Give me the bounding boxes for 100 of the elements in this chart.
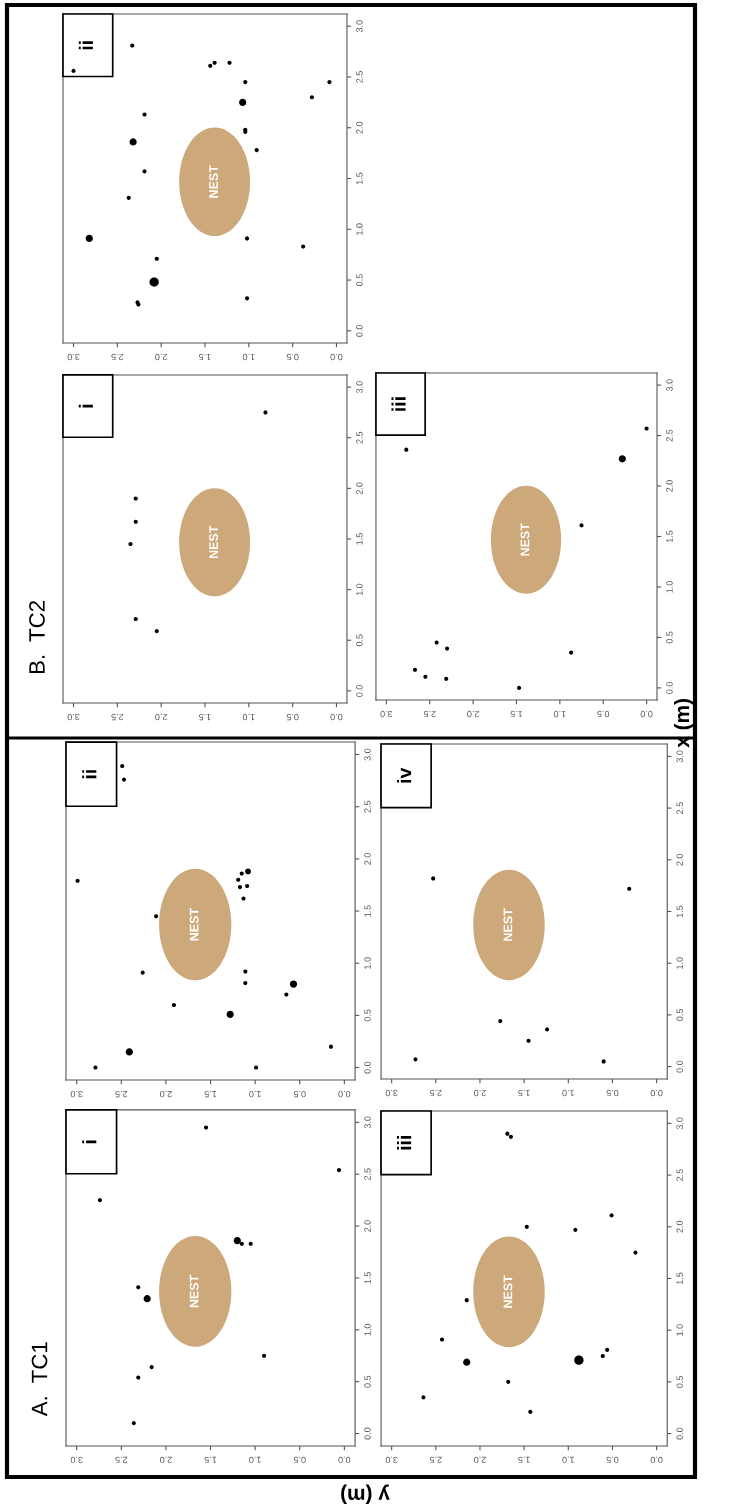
point: [133, 519, 138, 524]
text: B. TC2: [29, 601, 45, 674]
y-tick-label: 2.5: [364, 800, 371, 813]
annotation: NEST: [503, 908, 513, 941]
y-tick-label: 3.0: [666, 379, 673, 392]
y-tick-label: 0.5: [364, 1375, 371, 1388]
y-tick-label: 1.5: [676, 905, 683, 918]
y-tick-label: 2.5: [356, 71, 363, 83]
x-tick-label: 2.0: [467, 710, 479, 718]
y-tick-label: 2.0: [364, 852, 371, 865]
annotation: NEST: [189, 908, 199, 941]
point: [154, 629, 159, 634]
x-tick-label: 3.0: [67, 353, 80, 361]
x-tick-label: 2.0: [474, 1089, 486, 1097]
x-tick-label: 2.5: [429, 1089, 442, 1097]
x-tick-label: 1.0: [242, 713, 255, 721]
point: [545, 1027, 550, 1032]
y-tick-label: 2.0: [676, 1220, 683, 1233]
x-tick-label: 0.5: [293, 1456, 306, 1464]
y-tick-label: 0.5: [666, 631, 673, 644]
text: A. TC1: [31, 1342, 48, 1417]
y-tick-label: 3.0: [356, 20, 363, 33]
x-tick-label: 0.5: [606, 1089, 619, 1097]
x-tick-label: 3.0: [385, 1089, 398, 1097]
x-tick-label: 1.0: [562, 1089, 574, 1097]
x-tick-label: 0.5: [597, 710, 610, 718]
x-tick-label: 1.5: [510, 710, 523, 718]
x-tick-label: 2.0: [160, 1090, 172, 1098]
y-tick-label: 1.5: [356, 533, 363, 545]
x-tick-label: 2.5: [115, 1456, 128, 1464]
y-tick-label: 0.0: [666, 681, 673, 694]
text: iii: [397, 1136, 412, 1150]
x-tick-label: 0.0: [650, 1456, 663, 1464]
x-tick-label: 0.0: [330, 353, 343, 361]
y-tick-label: 3.0: [676, 750, 683, 763]
text: ii: [82, 770, 97, 779]
x-tick-label: 3.0: [70, 1090, 83, 1098]
x-tick-label: 1.5: [204, 1090, 217, 1098]
point: [128, 541, 133, 547]
x-tick-label: 1.5: [199, 353, 211, 361]
y-tick-label: 1.0: [364, 1323, 371, 1336]
y-tick-label: 3.0: [676, 1117, 683, 1130]
y-tick-label: 0.5: [364, 1009, 371, 1022]
x-tick-label: 1.5: [518, 1089, 530, 1097]
y-tick-label: 0.5: [356, 274, 363, 286]
text: iv: [397, 767, 412, 783]
x-tick-label: 2.5: [115, 1090, 128, 1098]
x-tick-label: 0.0: [650, 1089, 663, 1097]
x-tick-label: 1.0: [553, 710, 566, 718]
y-tick-label: 2.0: [676, 853, 683, 866]
x-tick-label: 1.0: [249, 1090, 261, 1098]
x-tick-label: 1.5: [518, 1456, 530, 1464]
x-tick-label: 1.5: [199, 713, 211, 721]
y-tick-label: 0.5: [676, 1375, 683, 1388]
y-tick-label: 1.5: [676, 1272, 683, 1285]
x-tick-label: 3.0: [67, 713, 80, 721]
y-tick-label: 1.0: [676, 957, 683, 969]
x-tick-label: 1.0: [249, 1456, 261, 1464]
y-tick-label: 1.5: [356, 172, 363, 185]
y-tick-label: 2.5: [676, 802, 683, 814]
y-tick-label: 0.0: [676, 1060, 683, 1073]
x-tick-label: 0.0: [338, 1090, 351, 1098]
y-tick-label: 2.0: [356, 121, 363, 134]
x-tick-label: 1.5: [204, 1456, 217, 1464]
x-tick-label: 3.0: [385, 1456, 398, 1464]
x-tick-label: 0.5: [286, 353, 299, 361]
y-tick-label: 2.0: [356, 482, 363, 495]
text: ii: [78, 41, 93, 50]
x-tick-label: 3.0: [380, 710, 393, 718]
text: i: [82, 1140, 97, 1144]
y-tick-label: 1.0: [666, 581, 673, 593]
y-tick-label: 1.0: [356, 223, 363, 235]
point: [431, 876, 436, 881]
x-tick-label: 2.0: [155, 353, 167, 361]
x-tick-label: 2.5: [111, 713, 124, 721]
x-tick-label: 0.5: [286, 713, 299, 721]
y-tick-label: 2.5: [356, 431, 363, 444]
annotation: NEST: [520, 523, 530, 556]
x-tick-label: 0.0: [338, 1456, 351, 1464]
y-tick-label: 2.5: [666, 429, 673, 442]
x-tick-label: 2.5: [111, 353, 124, 361]
y-tick-label: 3.0: [364, 748, 371, 761]
annotation: NEST: [503, 1275, 513, 1308]
y-tick-label: 0.0: [356, 684, 363, 697]
y-tick-label: 2.5: [364, 1168, 371, 1181]
y-tick-label: 0.0: [364, 1427, 371, 1440]
x-tick-label: 0.5: [293, 1090, 306, 1098]
y-tick-label: 0.5: [356, 634, 363, 647]
point: [133, 616, 138, 622]
x-tick-label: 0.5: [606, 1456, 619, 1464]
y-tick-label: 3.0: [356, 381, 363, 394]
y-tick-label: 0.0: [676, 1427, 683, 1440]
point: [498, 1019, 503, 1024]
x-tick-label: 0.0: [640, 710, 653, 718]
y-tick-label: 1.0: [356, 583, 363, 596]
y-tick-label: 1.0: [676, 1324, 683, 1336]
annotation: NEST: [209, 165, 218, 198]
x-tick-label: 0.0: [330, 713, 343, 721]
x-tick-label: 2.0: [155, 713, 167, 721]
point: [627, 886, 632, 891]
